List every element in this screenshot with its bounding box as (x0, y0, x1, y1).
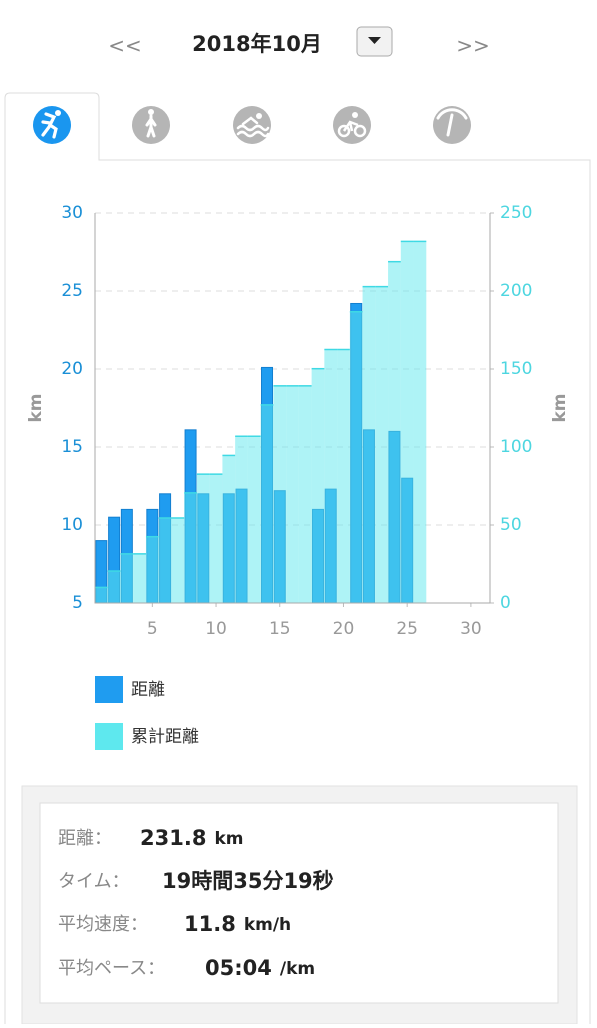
tab-run[interactable] (33, 106, 71, 144)
cumulative-step (184, 492, 197, 603)
cumulative-step (260, 404, 274, 603)
summary-value: 19時間35分19秒 (162, 869, 334, 893)
tab-swim[interactable] (233, 106, 271, 144)
y2-tick-label: 200 (500, 281, 532, 301)
cumulative-step (247, 436, 261, 603)
month-title: 2018年10月 (192, 32, 322, 56)
axis-frame (94, 213, 491, 604)
tab-panel-border (4, 92, 591, 1024)
cumulative-step (388, 261, 401, 603)
summary-inner (39, 802, 559, 1004)
cumulative-step (209, 474, 223, 603)
y2-axis-label: km (550, 393, 570, 422)
cumulative-step (286, 385, 299, 603)
cumulative-step (362, 286, 376, 603)
summary-value: 05:04/km (205, 956, 315, 980)
cumulative-step (171, 517, 185, 603)
legend-swatch (95, 723, 123, 750)
x-tick-label: 30 (460, 619, 482, 639)
legend-swatch (95, 676, 123, 703)
cumulative-step (120, 553, 134, 603)
x-tick-label: 20 (333, 619, 355, 639)
cumulative-step (273, 385, 287, 603)
y-tick-label: 30 (61, 203, 83, 223)
cumulative-step (95, 587, 108, 603)
y-tick-label: 15 (61, 437, 83, 457)
x-tick-label: 15 (269, 619, 291, 639)
y2-tick-label: 150 (500, 359, 532, 379)
summary-label: 平均速度： (58, 914, 148, 935)
cumulative-step (324, 349, 338, 603)
cumulative-step (235, 436, 248, 603)
next-month[interactable]: >> (456, 34, 490, 58)
legend-label: 累計距離 (131, 727, 199, 747)
chart: 5 10 15 20 25 30 0 50 100 150 200 250 5 10 15 20 25 30 km k… (26, 203, 570, 750)
y-tick-label: 5 (72, 593, 83, 613)
cumulative-step (133, 553, 146, 603)
cumulative-step (311, 368, 325, 603)
summary-number: 05:04 (205, 956, 272, 980)
summary-number: 19時間35分19秒 (162, 869, 334, 893)
summary-value: 231.8 km (140, 826, 243, 850)
y-axis-label: km (26, 393, 46, 422)
prev-month[interactable]: << (108, 34, 142, 58)
cumulative-step (196, 474, 210, 603)
summary-unit: km (214, 829, 243, 849)
y-tick-label: 20 (61, 359, 83, 379)
y2-tick-label: 100 (500, 437, 532, 457)
x-tick-label: 5 (147, 619, 158, 639)
cumulative-step (158, 517, 172, 603)
cumulative-step (337, 349, 350, 603)
summary-value: 11.8 km/h (184, 912, 291, 936)
summary-number: 231.8 (140, 826, 206, 850)
cumulative-step (413, 241, 427, 603)
y-tick-label: 25 (61, 281, 83, 301)
tab-other[interactable] (433, 106, 471, 144)
tab-walk[interactable] (132, 106, 170, 144)
tab-bike[interactable] (333, 106, 371, 144)
summary-unit: /km (280, 959, 315, 979)
summary-number: 11.8 (184, 912, 236, 936)
cumulative-step (349, 311, 363, 603)
summary-label: 距離： (58, 828, 112, 849)
y2-tick-label: 50 (500, 515, 522, 535)
cumulative-step (222, 455, 236, 603)
y2-tick-label: 0 (500, 593, 511, 613)
month-dropdown[interactable] (356, 26, 393, 57)
summary-unit: km/h (244, 915, 291, 935)
cumulative-step (400, 241, 414, 603)
y2-tick-label: 250 (500, 203, 532, 223)
cumulative-step (107, 571, 121, 603)
x-tick-label: 25 (396, 619, 418, 639)
x-tick-label: 10 (205, 619, 227, 639)
cumulative-step (145, 536, 159, 603)
summary-label: 平均ペース： (58, 958, 165, 979)
y-tick-label: 10 (61, 515, 83, 535)
cumulative-step (375, 286, 389, 603)
summary-label: タイム： (58, 871, 130, 892)
cumulative-step (298, 385, 312, 603)
legend-label: 距離 (131, 680, 165, 700)
